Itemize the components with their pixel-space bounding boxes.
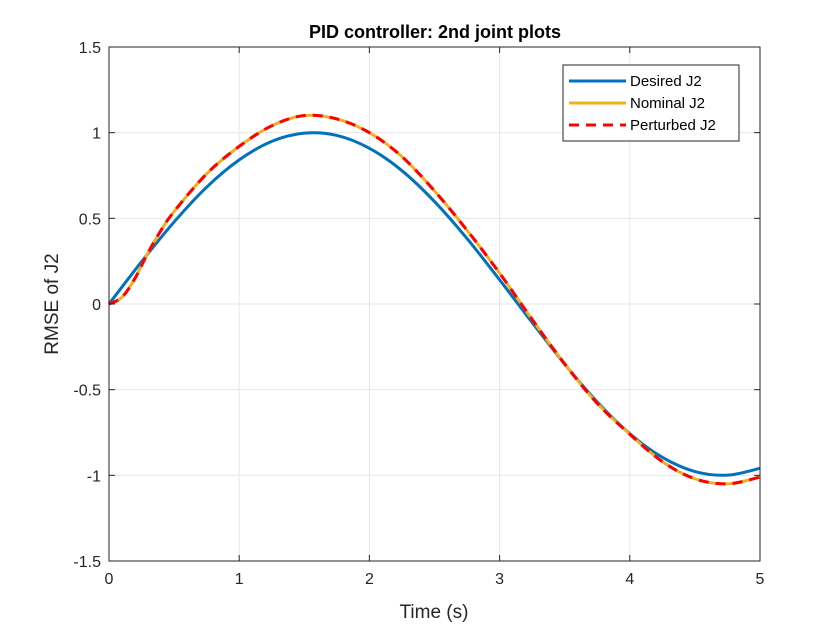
y-tick-label: 0.5 [79,211,101,228]
chart-title: PID controller: 2nd joint plots [309,22,561,42]
x-tick-label: 0 [105,571,114,588]
x-tick-label: 2 [365,571,374,588]
y-axis-label: RMSE of J2 [42,253,63,354]
y-tick-label: -0.5 [73,383,101,400]
series-line-perturbed-j2 [108,113,761,486]
x-tick-label: 3 [495,571,504,588]
x-tick-label: 4 [625,571,634,588]
x-tick-label: 5 [756,571,765,588]
ticks: 0 1 2 3 4 5 -1.5 -1 -0.5 0 0.5 1 1.5 [73,40,764,588]
legend-label: Nominal J2 [630,95,705,112]
y-tick-label: -1.5 [73,554,101,571]
series-line-desired-j2 [107,131,761,477]
series-lines [107,113,761,486]
y-tick-label: -1 [87,468,101,485]
legend-label: Perturbed J2 [630,117,716,134]
legend-label: Desired J2 [630,73,702,90]
y-tick-label: 1.5 [79,40,101,57]
legend: Desired J2 Nominal J2 Perturbed J2 [562,64,740,142]
x-axis-label: Time (s) [400,602,469,623]
y-tick-label: 0 [92,297,101,314]
x-tick-label: 1 [235,571,244,588]
y-tick-label: 1 [92,126,101,143]
